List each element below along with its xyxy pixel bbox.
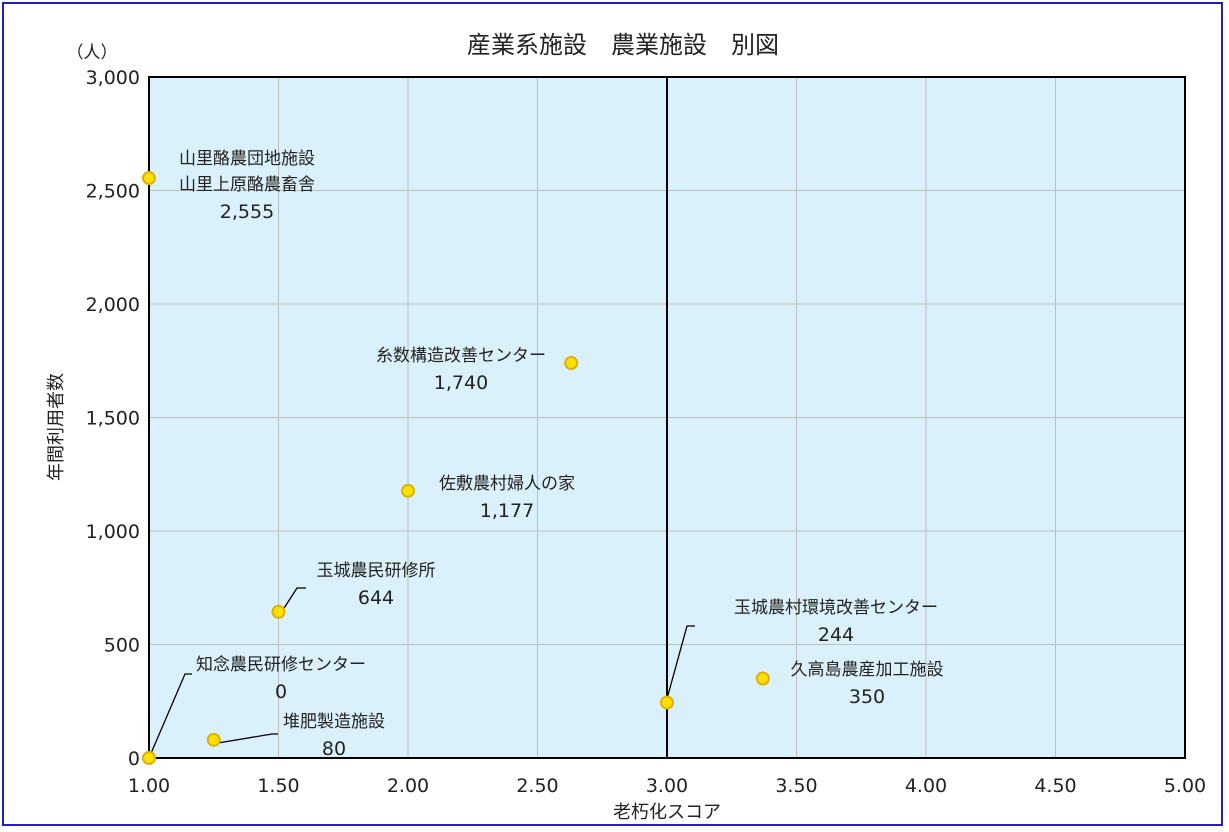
leader-line	[148, 673, 192, 759]
point-value-label: 644	[358, 587, 394, 609]
data-point	[755, 671, 770, 686]
y-tick-label: 1,500	[86, 408, 140, 430]
leader-line	[278, 587, 306, 617]
scatter-chart: 産業系施設 農業施設 別図 （人） 老朽化スコア 年間利用者数 1.00 1.50…	[46, 31, 1206, 823]
point-value-label: 244	[818, 624, 854, 646]
x-tick-label: 5.00	[1164, 775, 1206, 797]
point-value-label: 1,177	[480, 500, 534, 522]
point-value-label: 350	[849, 686, 885, 708]
point-label: 山里酪農団地施設	[179, 149, 315, 169]
data-point	[401, 483, 415, 498]
x-tick-label: 2.00	[387, 775, 429, 797]
point-value-label: 1,740	[434, 372, 488, 394]
point-label: 知念農民研修センター	[196, 654, 366, 675]
x-tick-label: 3.00	[646, 775, 688, 797]
y-axis-label: 年間利用者数	[46, 373, 67, 481]
y-tick-label: 3,000	[86, 67, 140, 89]
x-tick-label: 4.00	[905, 775, 947, 797]
point-value-label: 2,555	[220, 201, 274, 223]
point-label: 佐敷農村婦人の家	[439, 474, 575, 494]
point-label: 久高島農産加工施設	[791, 660, 944, 680]
leader-line	[664, 625, 695, 707]
point-label: 玉城農村環境改善センター	[734, 598, 938, 618]
leader-line	[211, 733, 278, 745]
data-point	[142, 171, 156, 186]
y-tick-label: 0	[128, 748, 140, 770]
y-tick-label: 2,500	[86, 181, 140, 203]
point-label: 山里上原酪農畜舎	[179, 175, 315, 195]
point-label: 糸数構造改善センター	[376, 346, 546, 366]
point-value-label: 0	[275, 681, 287, 703]
point-label: 堆肥製造施設	[283, 712, 385, 732]
x-tick-label: 4.50	[1034, 775, 1076, 797]
x-axis-label: 老朽化スコア	[613, 802, 721, 823]
data-point	[660, 695, 674, 710]
data-point	[271, 604, 286, 619]
x-tick-label: 2.50	[516, 775, 558, 797]
data-point	[142, 751, 156, 765]
y-tick-label: 500	[104, 635, 140, 657]
x-tick-label: 1.50	[257, 775, 299, 797]
x-tick-label: 1.00	[128, 775, 170, 797]
y-axis-unit: （人）	[67, 43, 118, 63]
data-point	[206, 732, 221, 747]
plot-border	[148, 76, 1186, 759]
point-label: 玉城農民研修所	[317, 561, 436, 581]
chart-title: 産業系施設 農業施設 別図	[467, 31, 779, 59]
x-tick-label: 3.50	[775, 775, 817, 797]
data-point	[564, 356, 579, 371]
y-tick-label: 2,000	[86, 294, 140, 316]
point-value-label: 80	[322, 738, 346, 760]
y-tick-label: 1,000	[86, 521, 140, 543]
